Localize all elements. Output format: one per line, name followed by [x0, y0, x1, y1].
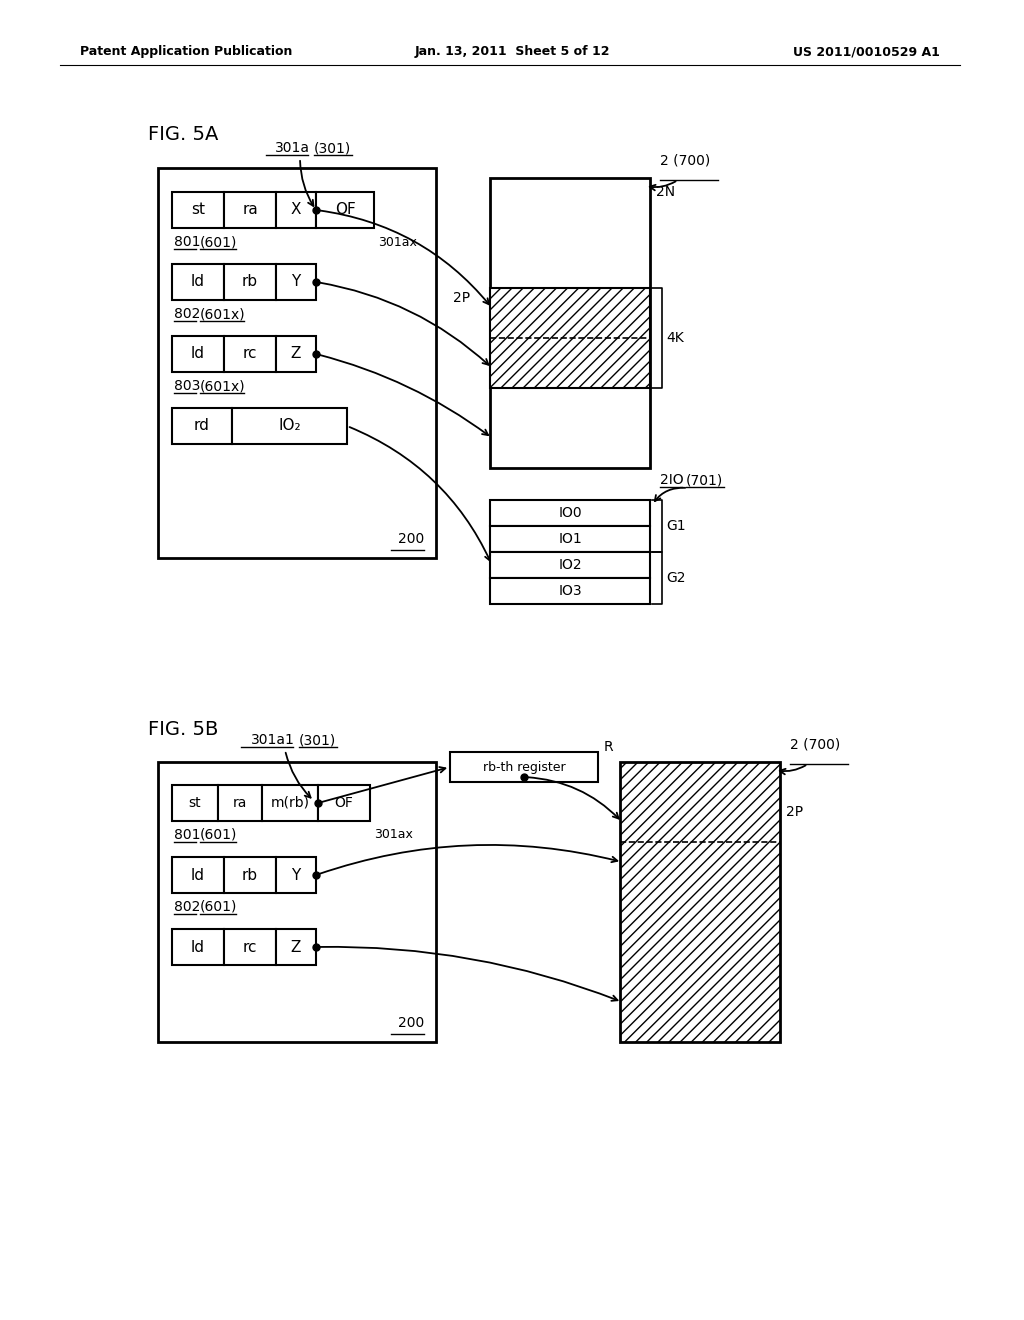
Text: 4K: 4K [666, 331, 684, 345]
Text: US 2011/0010529 A1: US 2011/0010529 A1 [794, 45, 940, 58]
Text: G2: G2 [666, 572, 685, 585]
Text: rc: rc [243, 346, 257, 362]
Text: (601): (601) [200, 235, 238, 249]
Bar [490, 552, 650, 578]
Text: (601x): (601x) [200, 379, 246, 393]
Bar [490, 578, 650, 605]
Bar [318, 785, 370, 821]
Text: 2N: 2N [656, 185, 675, 199]
Text: 2P: 2P [454, 290, 471, 305]
Text: (601x): (601x) [200, 308, 246, 321]
Text: 803: 803 [174, 379, 201, 393]
Text: IO3: IO3 [558, 583, 582, 598]
Text: OF: OF [335, 796, 353, 810]
Bar [224, 929, 276, 965]
Text: OF: OF [335, 202, 355, 218]
Bar [158, 762, 436, 1041]
Text: 801: 801 [174, 235, 201, 249]
Text: IO1: IO1 [558, 532, 582, 546]
Bar [172, 785, 218, 821]
Text: G1: G1 [666, 519, 686, 533]
Bar [172, 264, 224, 300]
Text: ld: ld [191, 867, 205, 883]
Text: 2 (700): 2 (700) [790, 738, 841, 752]
Text: IO0: IO0 [558, 506, 582, 520]
Bar [224, 857, 276, 894]
Bar [232, 408, 347, 444]
Bar [620, 762, 780, 1041]
Bar [276, 857, 316, 894]
Text: (601): (601) [200, 900, 238, 913]
Text: rb: rb [242, 867, 258, 883]
Bar [490, 525, 650, 552]
Text: FIG. 5A: FIG. 5A [148, 125, 218, 144]
Text: (601): (601) [200, 828, 238, 842]
Text: (701): (701) [686, 473, 723, 487]
Bar [276, 191, 316, 228]
Text: FIG. 5B: FIG. 5B [148, 719, 218, 739]
Bar [316, 191, 374, 228]
Text: (301): (301) [314, 141, 351, 154]
Bar [172, 191, 224, 228]
Text: ld: ld [191, 940, 205, 954]
Text: IO2: IO2 [558, 558, 582, 572]
Text: R: R [604, 741, 613, 754]
Bar [224, 191, 276, 228]
Text: (301): (301) [299, 733, 336, 747]
Bar [172, 857, 224, 894]
Bar [172, 337, 224, 372]
Bar [450, 752, 598, 781]
Text: 2IO: 2IO [660, 473, 684, 487]
Bar [276, 929, 316, 965]
Bar [158, 168, 436, 558]
Text: 301ax: 301ax [378, 235, 417, 248]
Bar [276, 337, 316, 372]
Text: rd: rd [195, 418, 210, 433]
Text: Jan. 13, 2011  Sheet 5 of 12: Jan. 13, 2011 Sheet 5 of 12 [415, 45, 609, 58]
Bar [172, 929, 224, 965]
Text: ld: ld [191, 275, 205, 289]
Text: 301a1: 301a1 [251, 733, 295, 747]
Bar [262, 785, 318, 821]
Text: 801: 801 [174, 828, 201, 842]
Text: ra: ra [232, 796, 247, 810]
Text: rb: rb [242, 275, 258, 289]
Bar [224, 264, 276, 300]
Text: Patent Application Publication: Patent Application Publication [80, 45, 293, 58]
Text: Y: Y [292, 275, 301, 289]
Bar [224, 337, 276, 372]
Text: 802: 802 [174, 900, 201, 913]
Text: rc: rc [243, 940, 257, 954]
Bar [218, 785, 262, 821]
Text: m(rb): m(rb) [270, 796, 309, 810]
Text: IO₂: IO₂ [279, 418, 301, 433]
Text: 2 (700): 2 (700) [660, 154, 711, 168]
Bar [490, 178, 650, 469]
Text: st: st [188, 796, 202, 810]
Text: 2P: 2P [786, 805, 803, 818]
Text: ld: ld [191, 346, 205, 362]
Bar [490, 288, 650, 388]
Text: 802: 802 [174, 308, 201, 321]
Bar [276, 264, 316, 300]
Text: X: X [291, 202, 301, 218]
Text: ra: ra [242, 202, 258, 218]
Text: Z: Z [291, 346, 301, 362]
Text: 200: 200 [397, 532, 424, 546]
Bar [172, 408, 232, 444]
Text: 301a: 301a [275, 141, 310, 154]
Text: Z: Z [291, 940, 301, 954]
Bar [490, 500, 650, 525]
Text: Y: Y [292, 867, 301, 883]
Text: st: st [191, 202, 205, 218]
Text: 301ax: 301ax [374, 829, 413, 842]
Text: rb-th register: rb-th register [482, 760, 565, 774]
Text: 200: 200 [397, 1016, 424, 1030]
